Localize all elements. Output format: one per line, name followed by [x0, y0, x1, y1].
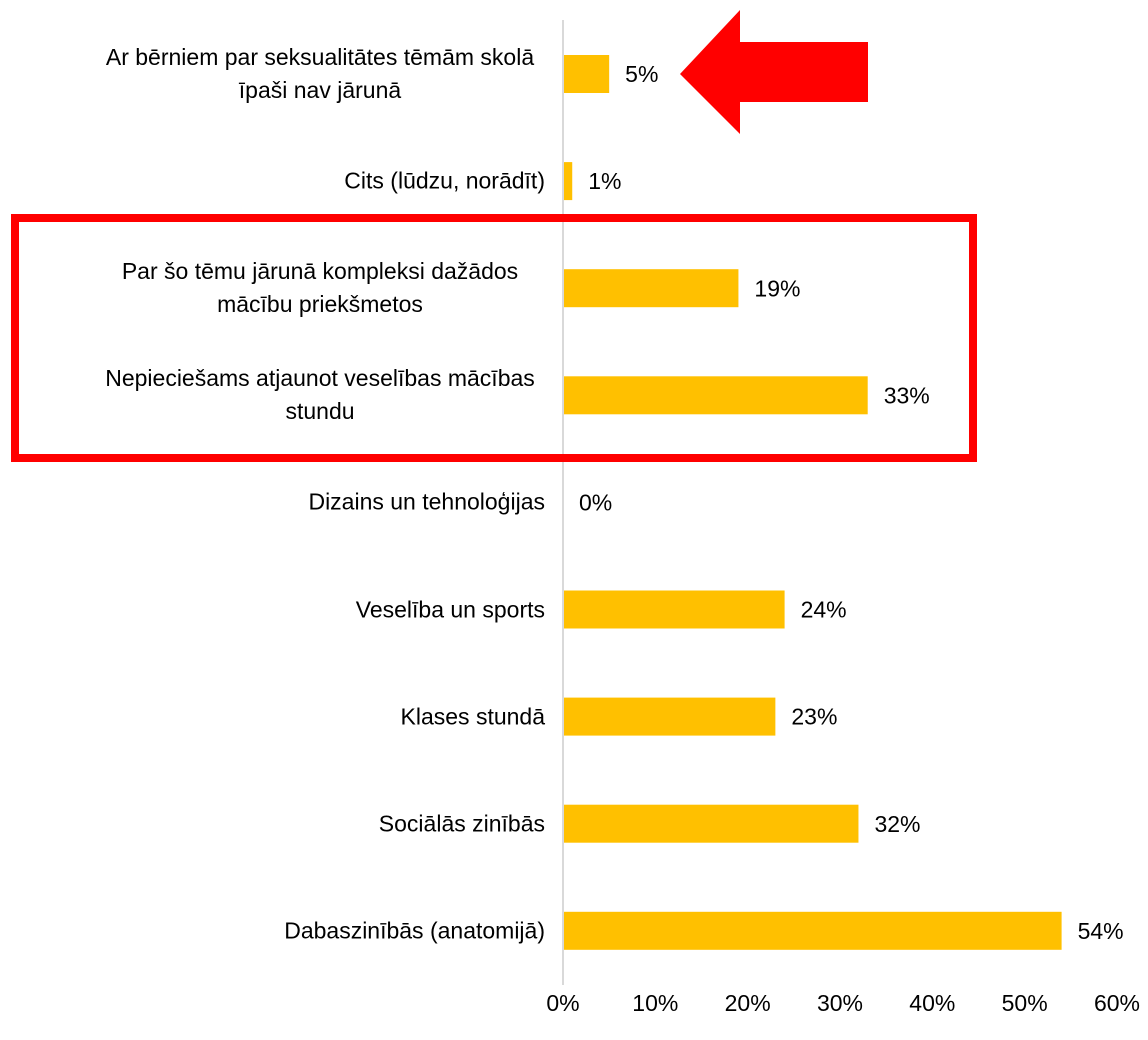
category-label-box: Nepieciešams atjaunot veselības mācības … [95, 362, 545, 428]
bar [563, 376, 868, 415]
y-tick-label: Cits (lūdzu, norādīt) [344, 167, 545, 194]
data-label: 19% [754, 275, 800, 301]
bar [563, 911, 1062, 950]
y-tick-label: Veselība un sports [355, 596, 545, 622]
x-tick-label: 40% [909, 990, 955, 1016]
x-tick-label: 30% [817, 990, 863, 1016]
y-tick-label: Dabaszinībās (anatomijā) [284, 917, 545, 944]
category-label-box: Ar bērniem par seksualitātes tēmām skolā… [95, 41, 545, 107]
category-label-box: Klases stundā [95, 700, 545, 733]
data-label: 1% [588, 168, 621, 194]
x-tick-label: 10% [632, 990, 678, 1016]
data-label: 32% [874, 811, 920, 837]
bar [563, 590, 785, 629]
y-tick-label: Klases stundā [400, 703, 545, 730]
data-label: 54% [1078, 918, 1124, 944]
data-label: 0% [579, 489, 612, 515]
y-tick-label: Ar bērniem par seksualitātes tēmām skolā… [105, 44, 535, 103]
y-tick-label: Sociālās zinībās [378, 810, 545, 837]
y-tick-label: Nepieciešams atjaunot veselības mācības … [105, 365, 535, 425]
bar [563, 697, 776, 736]
x-tick-label: 50% [1002, 990, 1048, 1016]
category-label-box: Veselība un sports [95, 593, 545, 626]
category-label-box: Par šo tēmu jārunā kompleksi dažādos māc… [95, 255, 545, 321]
bar [563, 162, 573, 201]
category-label-box: Dizains un tehnoloģijas [95, 486, 545, 519]
highlight-arrow [680, 10, 868, 134]
plot: 0% 10% 20% 30% 40% 50% 60% 5% 1% 19% 33% 0% 24% 23% 32… [546, 20, 1140, 1016]
data-label: 23% [791, 704, 837, 730]
y-tick-label: Dizains un tehnoloģijas [308, 488, 545, 515]
y-tick-label: Par šo tēmu jārunā kompleksi dažādos māc… [121, 258, 519, 318]
category-label-box: Cits (lūdzu, norādīt) [95, 165, 545, 198]
x-tick-label: 0% [546, 990, 579, 1016]
bar [563, 804, 859, 843]
x-tick-label: 20% [725, 990, 771, 1016]
bar [563, 269, 739, 308]
bar [563, 55, 610, 93]
category-label-box: Sociālās zinībās [95, 807, 545, 840]
data-label: 24% [801, 597, 847, 623]
category-label-box: Dabaszinībās (anatomijā) [95, 914, 545, 947]
x-tick-label: 60% [1094, 990, 1140, 1016]
data-label: 5% [625, 61, 658, 87]
data-label: 33% [884, 382, 930, 408]
highlight-box [11, 214, 977, 462]
